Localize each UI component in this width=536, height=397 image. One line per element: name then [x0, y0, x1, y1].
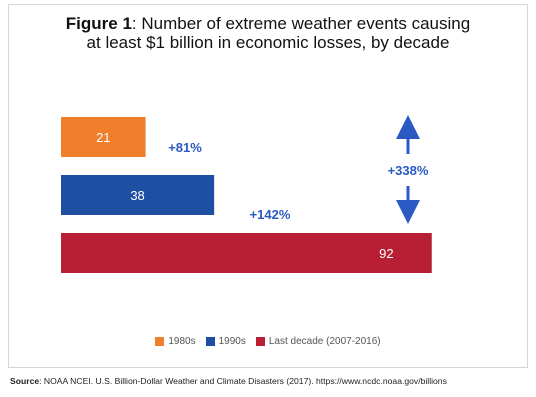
change-label-1980s-to-last-decade: +338% [388, 163, 429, 178]
legend-swatch-1980s [155, 337, 165, 346]
legend-item-last-decade: Last decade (2007-2016) [255, 336, 381, 347]
title-figure-label: Figure 1 [65, 14, 132, 33]
source-label: Source [10, 376, 40, 386]
bar-1990s [61, 175, 215, 215]
bar-value-label-last-decade: 92 [379, 246, 393, 261]
bar-last-decade [61, 233, 432, 273]
legend-label-last-decade: Last decade (2007-2016) [268, 336, 381, 347]
legend-swatch-1990s [205, 337, 215, 346]
legend-swatch-last-decade [255, 337, 265, 346]
bar-value-label-1990s: 38 [130, 188, 144, 203]
bar-value-label-1980s: 21 [96, 130, 110, 145]
source-note: Source: NOAA NCEI. U.S. Billion-Dollar W… [10, 376, 530, 386]
legend-item-1990s: 1990s [205, 336, 246, 347]
chart-legend: 1980s 1990s Last decade (2007-2016) [0, 336, 536, 347]
chart-title: Figure 1: Number of extreme weather even… [0, 14, 536, 52]
legend-label-1990s: 1990s [218, 336, 246, 347]
change-label-1990s-to-last-decade: +142% [250, 207, 291, 222]
bar-1980s [61, 117, 146, 157]
legend-label-1980s: 1980s [168, 336, 196, 347]
title-line-1: : Number of extreme weather events causi… [131, 14, 471, 33]
change-label-1980s-to-1990s: +81% [168, 140, 202, 155]
title-line-2: at least $1 billion in economic losses, … [86, 33, 450, 52]
source-text: : NOAA NCEI. U.S. Billion-Dollar Weather… [39, 376, 447, 386]
legend-item-1980s: 1980s [155, 336, 196, 347]
